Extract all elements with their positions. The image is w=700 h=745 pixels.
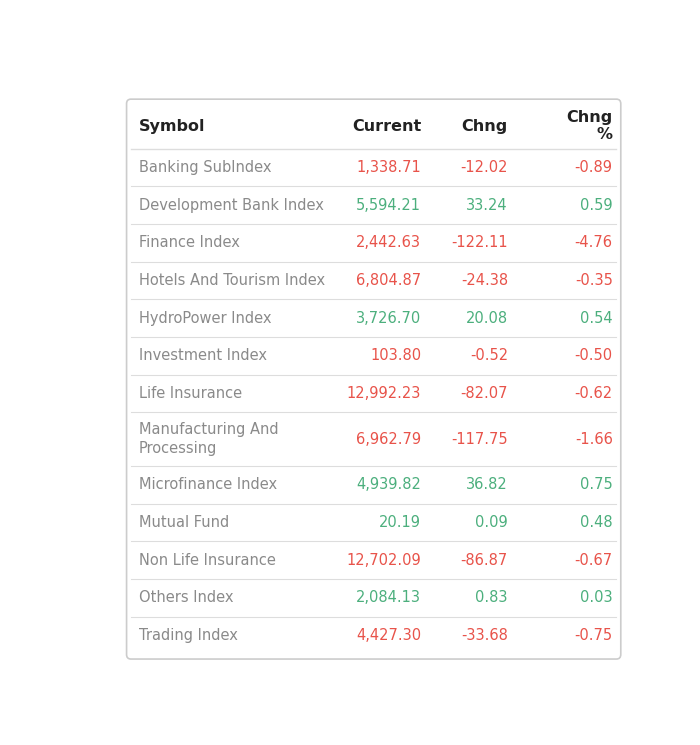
Text: Others Index: Others Index (139, 591, 234, 606)
Text: 4,427.30: 4,427.30 (356, 628, 421, 643)
Text: 103.80: 103.80 (370, 348, 421, 364)
Text: Symbol: Symbol (139, 118, 206, 133)
Text: Current: Current (352, 118, 421, 133)
Text: 0.03: 0.03 (580, 591, 612, 606)
Text: 0.59: 0.59 (580, 197, 612, 212)
Text: -4.76: -4.76 (575, 235, 612, 250)
Text: Mutual Fund: Mutual Fund (139, 515, 230, 530)
Text: -0.67: -0.67 (575, 553, 612, 568)
Text: 0.75: 0.75 (580, 478, 612, 492)
Text: Non Life Insurance: Non Life Insurance (139, 553, 276, 568)
Text: -0.89: -0.89 (575, 160, 612, 175)
Text: -0.62: -0.62 (575, 386, 612, 401)
Text: 6,804.87: 6,804.87 (356, 273, 421, 288)
Text: -12.02: -12.02 (461, 160, 508, 175)
Text: -24.38: -24.38 (461, 273, 508, 288)
Text: -0.52: -0.52 (470, 348, 508, 364)
Text: Hotels And Tourism Index: Hotels And Tourism Index (139, 273, 326, 288)
FancyBboxPatch shape (127, 99, 621, 659)
Text: 0.09: 0.09 (475, 515, 508, 530)
Text: 0.83: 0.83 (475, 591, 508, 606)
Text: Banking SubIndex: Banking SubIndex (139, 160, 272, 175)
Text: Microfinance Index: Microfinance Index (139, 478, 277, 492)
Text: -1.66: -1.66 (575, 431, 612, 447)
Text: 20.19: 20.19 (379, 515, 421, 530)
Text: -117.75: -117.75 (452, 431, 508, 447)
Text: Investment Index: Investment Index (139, 348, 267, 364)
Text: -0.75: -0.75 (575, 628, 612, 643)
Text: 0.54: 0.54 (580, 311, 612, 326)
Text: -86.87: -86.87 (461, 553, 508, 568)
Text: -122.11: -122.11 (452, 235, 508, 250)
Text: 3,726.70: 3,726.70 (356, 311, 421, 326)
Text: Finance Index: Finance Index (139, 235, 240, 250)
Text: -0.50: -0.50 (575, 348, 612, 364)
Text: 12,992.23: 12,992.23 (346, 386, 421, 401)
Text: Life Insurance: Life Insurance (139, 386, 242, 401)
Text: 2,084.13: 2,084.13 (356, 591, 421, 606)
Text: 33.24: 33.24 (466, 197, 508, 212)
Text: 4,939.82: 4,939.82 (356, 478, 421, 492)
Text: Manufacturing And: Manufacturing And (139, 422, 279, 437)
Text: Chng
%: Chng % (566, 110, 612, 142)
Text: -0.35: -0.35 (575, 273, 612, 288)
Text: 0.48: 0.48 (580, 515, 612, 530)
Text: -33.68: -33.68 (461, 628, 508, 643)
Text: Development Bank Index: Development Bank Index (139, 197, 324, 212)
Text: HydroPower Index: HydroPower Index (139, 311, 272, 326)
Text: 12,702.09: 12,702.09 (346, 553, 421, 568)
Text: 5,594.21: 5,594.21 (356, 197, 421, 212)
Text: Chng: Chng (462, 118, 508, 133)
Text: 6,962.79: 6,962.79 (356, 431, 421, 447)
Text: 20.08: 20.08 (466, 311, 508, 326)
Text: 2,442.63: 2,442.63 (356, 235, 421, 250)
Text: Trading Index: Trading Index (139, 628, 238, 643)
Text: -82.07: -82.07 (461, 386, 508, 401)
Text: Processing: Processing (139, 441, 218, 457)
Text: 1,338.71: 1,338.71 (356, 160, 421, 175)
Text: 36.82: 36.82 (466, 478, 508, 492)
